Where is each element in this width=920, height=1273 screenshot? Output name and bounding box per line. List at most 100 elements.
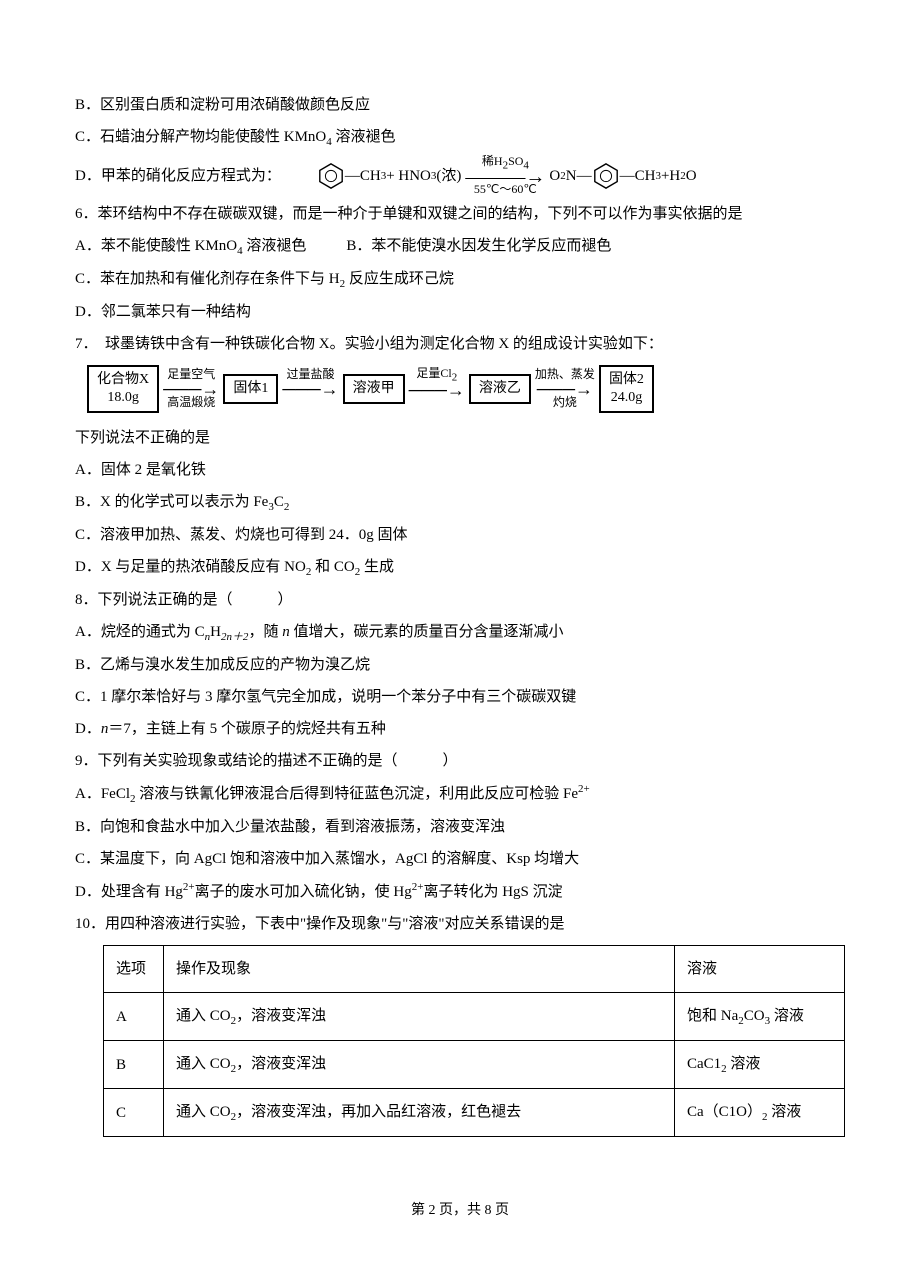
text: O	[686, 161, 697, 191]
col-header-operation: 操作及现象	[164, 946, 675, 993]
flow-arrow-2: 过量盐酸 ───→	[282, 368, 338, 409]
text: O	[549, 161, 560, 191]
text: 溶液褪色	[243, 238, 307, 254]
q7-option-a: A．固体 2 是氧化铁	[75, 455, 845, 485]
table-header-row: 选项 操作及现象 溶液	[104, 946, 845, 993]
table-row: B通入 CO2，溶液变浑浊CaC12 溶液	[104, 1041, 845, 1089]
text: A．FeCl	[75, 786, 130, 802]
text: 2n＋2	[221, 631, 249, 643]
q10-stem: 10．用四种溶液进行实验，下表中"操作及现象"与"溶液"对应关系错误的是	[75, 909, 845, 939]
text: 18.0g	[97, 389, 149, 407]
q7-option-c: C．溶液甲加热、蒸发、灼烧也可得到 24．0g 固体	[75, 520, 845, 550]
flow-box-5: 固体2 24.0g	[599, 365, 654, 413]
cell-operation: 通入 CO2，溶液变浑浊	[164, 1041, 675, 1089]
arrow-icon: ───→	[409, 383, 465, 397]
text: A．烷烃的通式为 C	[75, 624, 205, 640]
q7-option-d: D．X 与足量的热浓硝酸反应有 NO2 和 CO2 生成	[75, 552, 845, 583]
text: 溶液褪色	[332, 129, 396, 145]
flow-arrow-4: 加热、蒸发 ───→ 灼烧	[535, 368, 595, 409]
text: C．苯在加热和有催化剂存在条件下与 H	[75, 271, 340, 287]
flow-arrow-1: 足量空气 ───→ 高温煅烧	[163, 368, 219, 409]
cell-option-key: A	[104, 993, 164, 1041]
cell-option-key: B	[104, 1041, 164, 1089]
sup: 2+	[183, 881, 195, 893]
col-header-solution: 溶液	[675, 946, 845, 993]
text: n	[282, 624, 290, 640]
text: 反应生成环己烷	[345, 271, 454, 287]
spacer	[309, 396, 312, 409]
arrow-icon: ───→	[163, 382, 219, 396]
arrow-icon: ───→	[537, 382, 593, 396]
flow-box-2: 固体1	[223, 374, 278, 404]
q7-option-b: B．X 的化学式可以表示为 Fe3C2	[75, 487, 845, 518]
reaction-arrow: 稀H2SO4 ———→ 55℃～60℃	[465, 155, 545, 197]
text: 高温煅烧	[167, 396, 215, 409]
text: 足量Cl	[416, 366, 451, 380]
q9-option-b: B．向饱和食盐水中加入少量浓盐酸，看到溶液振荡，溶液变浑浊	[75, 812, 845, 842]
text: ，随	[248, 624, 282, 640]
q7-flowchart: 化合物X 18.0g 足量空气 ───→ 高温煅烧 固体1 过量盐酸 ───→ …	[87, 365, 845, 413]
flow-arrow-3: 足量Cl2 ───→	[409, 367, 465, 411]
arrow-icon: ───→	[282, 382, 338, 396]
page-footer: 第 2 页，共 8 页	[75, 1197, 845, 1225]
q9-stem: 9．下列有关实验现象或结论的描述不正确的是（ ）	[75, 746, 845, 776]
q8-option-d: D．n＝7，主链上有 5 个碳原子的烷烃共有五种	[75, 714, 845, 744]
q5-option-d: D．甲苯的硝化反应方程式为： —CH3 + HNO3(浓) 稀H2SO4 ———…	[75, 155, 845, 197]
q8-stem: 8．下列说法正确的是（ ）	[75, 585, 845, 615]
text: 灼烧	[553, 396, 577, 409]
sup: 2+	[412, 881, 424, 893]
benzene-icon	[317, 162, 345, 190]
text: A．苯不能使酸性 KMnO	[75, 238, 237, 254]
q6-option-d: D．邻二氯苯只有一种结构	[75, 297, 845, 327]
cell-solution: Ca（C1O）2 溶液	[675, 1089, 845, 1137]
q5-option-b: B．区别蛋白质和淀粉可用浓硝酸做颜色反应	[75, 90, 845, 120]
reaction-equation: —CH3 + HNO3(浓) 稀H2SO4 ———→ 55℃～60℃ O2N— …	[317, 155, 697, 197]
flow-box-4: 溶液乙	[469, 374, 531, 404]
cell-option-key: C	[104, 1089, 164, 1137]
q6-option-a: A．苯不能使酸性 KMnO4 溶液褪色	[75, 231, 306, 262]
text: 和 CO	[311, 559, 354, 575]
text: 24.0g	[609, 389, 644, 407]
text: —CH	[345, 161, 381, 191]
sub: 2n＋2	[221, 631, 249, 643]
q6-option-c: C．苯在加热和有催化剂存在条件下与 H2 反应生成环己烷	[75, 264, 845, 295]
text: D．处理含有 Hg	[75, 884, 183, 900]
text: 溶液与铁氰化钾液混合后得到特征蓝色沉淀，利用此反应可检验 Fe	[136, 786, 579, 802]
q7-stem: 7． 球墨铸铁中含有一种铁碳化合物 X。实验小组为测定化合物 X 的组成设计实验…	[75, 329, 845, 359]
text: + HNO	[386, 161, 431, 191]
text: 离子的废水可加入硫化钠，使 Hg	[195, 884, 412, 900]
table-row: A通入 CO2，溶液变浑浊饱和 Na2CO3 溶液	[104, 993, 845, 1041]
text: 离子转化为 HgS 沉淀	[423, 884, 562, 900]
q6-stem: 6．苯环结构中不存在碳碳双键，而是一种介于单键和双键之间的结构，下列不可以作为事…	[75, 199, 845, 229]
q7-substem: 下列说法不正确的是	[75, 423, 845, 453]
text: N—	[566, 161, 592, 191]
q5-d-label: D．甲苯的硝化反应方程式为：	[75, 161, 281, 191]
text: D．	[75, 721, 101, 737]
q6-option-b: B．苯不能使溴水因发生化学反应而褪色	[346, 231, 611, 262]
flow-box-1: 化合物X 18.0g	[87, 365, 159, 413]
q9-option-c: C．某温度下，向 AgCl 饱和溶液中加入蒸馏水，AgCl 的溶解度、Ksp 均…	[75, 844, 845, 874]
cell-solution: CaC12 溶液	[675, 1041, 845, 1089]
text: +H	[661, 161, 680, 191]
text: C．石蜡油分解产物均能使酸性 KMnO	[75, 129, 326, 145]
text: C	[274, 494, 284, 510]
spacer	[435, 398, 438, 411]
text: 值增大，碳元素的质量百分含量逐渐减小	[290, 624, 564, 640]
text: 生成	[360, 559, 394, 575]
q9-option-d: D．处理含有 Hg2+离子的废水可加入硫化钠，使 Hg2+离子转化为 HgS 沉…	[75, 876, 845, 907]
text: 55℃～60℃	[474, 183, 537, 196]
text: D．X 与足量的热浓硝酸反应有 NO	[75, 559, 306, 575]
text: 固体2	[609, 371, 644, 389]
q9-option-a: A．FeCl2 溶液与铁氰化钾液混合后得到特征蓝色沉淀，利用此反应可检验 Fe2…	[75, 778, 845, 810]
text: B．X 的化学式可以表示为 Fe	[75, 494, 268, 510]
text: 化合物X	[97, 371, 149, 389]
text: (浓)	[436, 161, 461, 191]
q5-option-c: C．石蜡油分解产物均能使酸性 KMnO4 溶液褪色	[75, 122, 845, 153]
table-row: C通入 CO2，溶液变浑浊，再加入品红溶液，红色褪去Ca（C1O）2 溶液	[104, 1089, 845, 1137]
q10-table: 选项 操作及现象 溶液 A通入 CO2，溶液变浑浊饱和 Na2CO3 溶液B通入…	[103, 945, 845, 1137]
q8-option-a: A．烷烃的通式为 CnH2n＋2，随 n 值增大，碳元素的质量百分含量逐渐减小	[75, 617, 845, 648]
q6-row-ab: A．苯不能使酸性 KMnO4 溶液褪色 B．苯不能使溴水因发生化学反应而褪色	[75, 231, 845, 262]
cell-operation: 通入 CO2，溶液变浑浊	[164, 993, 675, 1041]
sub: 2	[284, 501, 290, 513]
sup: 2+	[578, 783, 590, 795]
